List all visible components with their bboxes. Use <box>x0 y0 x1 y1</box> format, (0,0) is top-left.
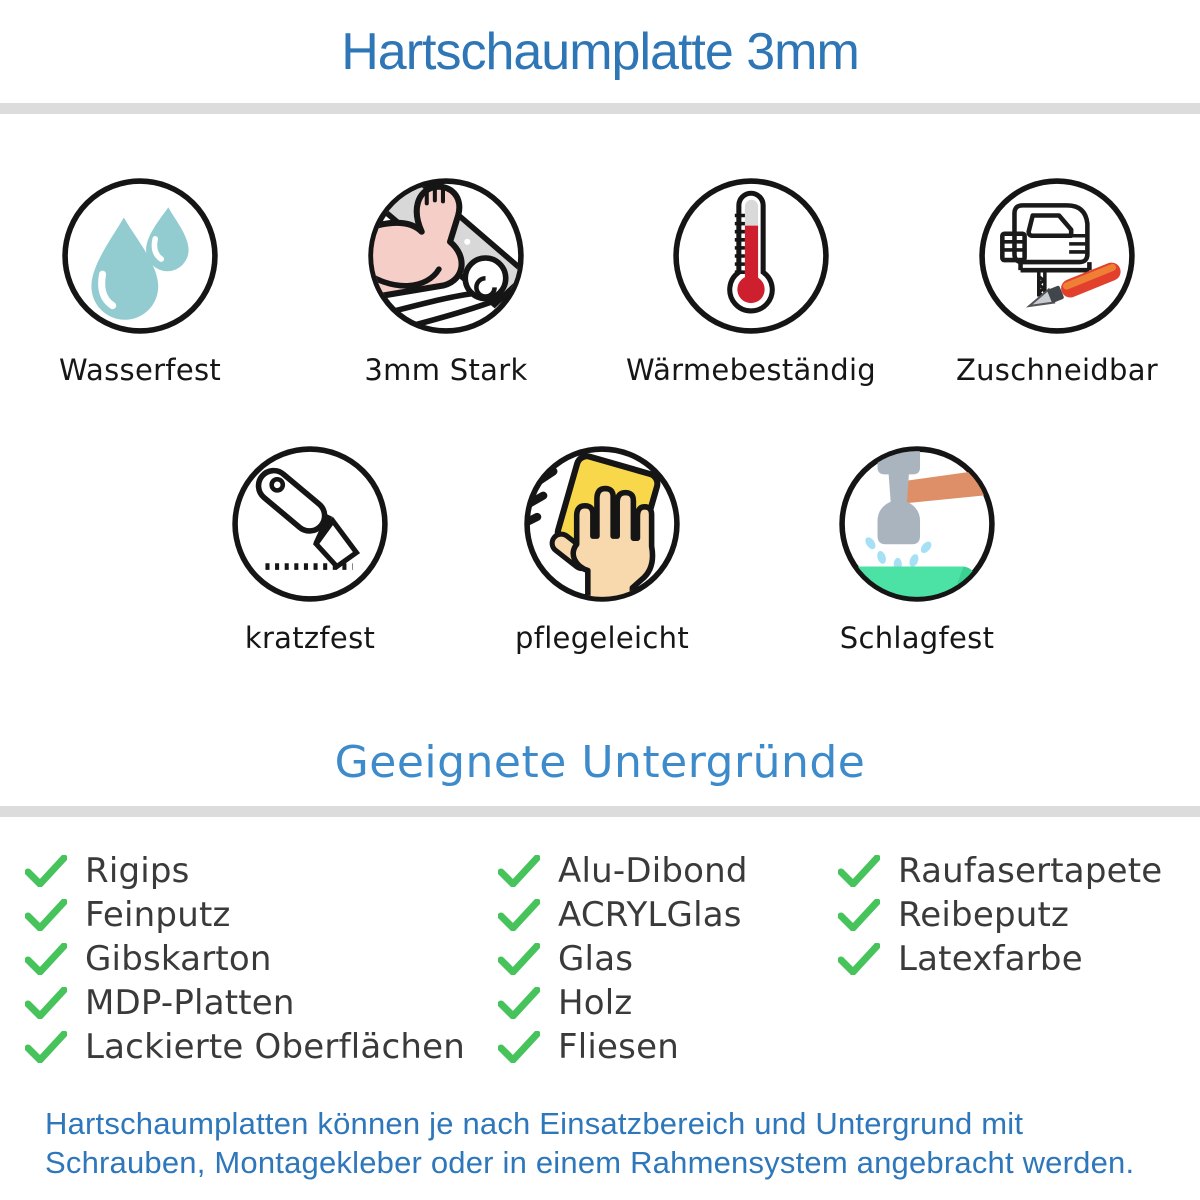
mounting-note: Hartschaumplatten können je nach Einsatz… <box>45 1104 1134 1182</box>
substrate-label: Lackierte Oberflächen <box>85 1027 465 1067</box>
substrate-item: Holz <box>498 981 748 1025</box>
feature-label: kratzfest <box>244 621 376 655</box>
substrate-label: MDP-Platten <box>85 983 295 1023</box>
substrate-item: Fliesen <box>498 1025 748 1069</box>
feature-waermebestaendig: Wärmebeständig <box>626 175 876 387</box>
check-icon <box>498 943 540 975</box>
feature-label: Schlagfest <box>839 621 995 655</box>
substrate-item: Reibeputz <box>838 893 1162 937</box>
check-icon <box>25 1031 67 1063</box>
flexed-arm-foam-roll-icon <box>365 175 527 337</box>
mounting-note-line1: Hartschaumplatten können je nach Einsatz… <box>45 1106 1024 1141</box>
substrate-label: Feinputz <box>85 895 231 935</box>
feature-wasserfest: Wasserfest <box>29 175 251 387</box>
jigsaw-knife-icon <box>976 175 1138 337</box>
feature-label: pflegeleicht <box>514 621 690 655</box>
substrates-column-2: Alu-Dibond ACRYLGlas Glas Holz Fliesen <box>498 849 748 1069</box>
water-drops-icon <box>59 175 221 337</box>
hand-cloth-icon <box>521 443 683 605</box>
feature-pflegeleicht: pflegeleicht <box>491 443 713 655</box>
feature-3mm-stark: 3mm Stark <box>335 175 557 387</box>
feature-label: Wärmebeständig <box>625 353 877 387</box>
check-icon <box>25 943 67 975</box>
check-icon <box>838 899 880 931</box>
substrate-item: Rigips <box>25 849 465 893</box>
feature-label: 3mm Stark <box>364 353 528 387</box>
divider-top <box>0 103 1200 114</box>
check-icon <box>498 1031 540 1063</box>
utility-knife-icon <box>229 443 391 605</box>
substrate-label: Holz <box>558 983 633 1023</box>
hammer-impact-icon <box>836 443 998 605</box>
feature-zuschneidbar: Zuschneidbar <box>946 175 1168 387</box>
check-icon <box>25 987 67 1019</box>
thermometer-icon <box>670 175 832 337</box>
substrate-item: Glas <box>498 937 748 981</box>
substrate-item: Feinputz <box>25 893 465 937</box>
divider-mid <box>0 806 1200 817</box>
substrate-label: Alu-Dibond <box>558 851 748 891</box>
substrate-item: MDP-Platten <box>25 981 465 1025</box>
check-icon <box>498 855 540 887</box>
substrates-column-3: Raufasertapete Reibeputz Latexfarbe <box>838 849 1162 981</box>
substrate-label: Glas <box>558 939 634 979</box>
feature-kratzfest: kratzfest <box>199 443 421 655</box>
feature-schlagfest: Schlagfest <box>806 443 1028 655</box>
page-title: Hartschaumplatte 3mm <box>341 23 860 81</box>
substrate-label: Raufasertapete <box>898 851 1163 891</box>
check-icon <box>838 855 880 887</box>
substrates-column-1: Rigips Feinputz Gibskarton MDP-Platten L… <box>25 849 465 1069</box>
substrate-item: ACRYLGlas <box>498 893 748 937</box>
check-icon <box>25 899 67 931</box>
substrates-heading: Geeignete Untergründe <box>334 737 866 788</box>
feature-label: Zuschneidbar <box>955 353 1159 387</box>
substrate-item: Lackierte Oberflächen <box>25 1025 465 1069</box>
check-icon <box>25 855 67 887</box>
substrate-item: Alu-Dibond <box>498 849 748 893</box>
substrate-label: Gibskarton <box>85 939 272 979</box>
substrate-item: Raufasertapete <box>838 849 1162 893</box>
mounting-note-line2: Schrauben, Montagekleber oder in einem R… <box>45 1145 1135 1180</box>
substrates-list: Rigips Feinputz Gibskarton MDP-Platten L… <box>0 849 1200 1079</box>
substrate-label: Latexfarbe <box>898 939 1083 979</box>
check-icon <box>498 899 540 931</box>
feature-label: Wasserfest <box>58 353 222 387</box>
substrate-item: Gibskarton <box>25 937 465 981</box>
check-icon <box>838 943 880 975</box>
check-icon <box>498 987 540 1019</box>
substrate-item: Latexfarbe <box>838 937 1162 981</box>
substrate-label: Reibeputz <box>898 895 1070 935</box>
substrate-label: Fliesen <box>558 1027 679 1067</box>
substrate-label: ACRYLGlas <box>558 895 742 935</box>
substrate-label: Rigips <box>85 851 190 891</box>
